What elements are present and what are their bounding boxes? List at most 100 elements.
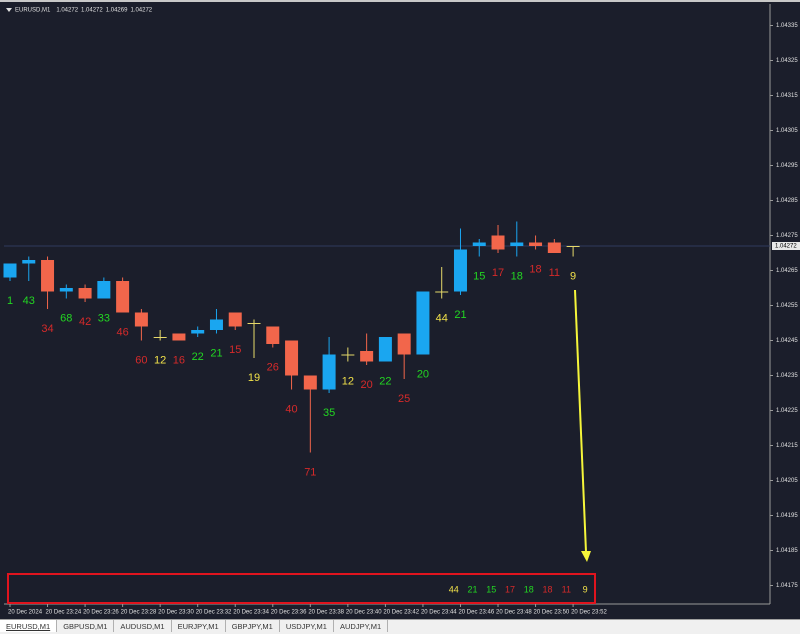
symbol-tabs: EURUSD,M1 GBPUSD,M1 AUDUSD,M1 EURJPY,M1 GBPJ…: [0, 619, 800, 634]
candle-body: [360, 351, 374, 362]
y-tick-label: 1.04295: [776, 163, 798, 169]
tick-count-label: 42: [79, 316, 91, 328]
tick-count-label: 43: [23, 295, 35, 307]
tick-count-label: 22: [192, 351, 204, 363]
y-tick-label: 1.04335: [776, 23, 798, 29]
candle-body: [472, 242, 486, 246]
y-tick-label: 1.04245: [776, 338, 798, 344]
tick-count-label: 12: [342, 375, 354, 387]
tick-count-label: 19: [248, 372, 260, 384]
x-tick-label: 20 Dec 23:44: [421, 610, 457, 616]
tick-count-label: 12: [154, 354, 166, 366]
symbol-tab[interactable]: EURJPY,M1: [172, 620, 226, 632]
x-tick-label: 20 Dec 23:40: [346, 610, 382, 616]
candle-body: [3, 263, 17, 278]
tick-count-label: 34: [41, 323, 53, 335]
tick-count-label: 20: [361, 379, 373, 391]
tick-count-label: 46: [116, 326, 128, 338]
x-tick-label: 20 Dec 2024: [8, 610, 43, 616]
symbol-tab[interactable]: EURUSD,M1: [0, 620, 58, 632]
y-tick-label: 1.04315: [776, 93, 798, 99]
y-tick-label: 1.04185: [776, 548, 798, 554]
tick-count-label: 40: [285, 403, 297, 415]
candle-body: [510, 242, 524, 246]
tick-count-label: 16: [173, 354, 185, 366]
box-count-label: 21: [467, 584, 477, 594]
x-tick-label: 20 Dec 23:26: [83, 610, 119, 616]
header-value: 1.04269: [106, 8, 128, 14]
symbol-tab[interactable]: GBPJPY,M1: [226, 620, 280, 632]
candle-body: [153, 337, 167, 338]
tick-count-label: 22: [379, 375, 391, 387]
candle-body: [191, 330, 205, 334]
box-count-label: 11: [562, 584, 571, 594]
tick-count-label: 9: [570, 270, 576, 282]
symbol-tab[interactable]: GBPUSD,M1: [57, 620, 115, 632]
tick-count-label: 18: [529, 263, 541, 275]
y-tick-label: 1.04325: [776, 58, 798, 64]
menu-arrow[interactable]: [6, 8, 12, 12]
x-tick-label: 20 Dec 23:52: [571, 610, 607, 616]
x-tick-label: 20 Dec 23:36: [271, 610, 307, 616]
x-tick-label: 20 Dec 23:30: [158, 610, 194, 616]
tick-count-label: 44: [436, 312, 448, 324]
header-value: 1.04272: [56, 8, 78, 14]
candle-body: [378, 337, 392, 362]
symbol-tab[interactable]: AUDUSD,M1: [114, 620, 172, 632]
candle-body: [547, 242, 561, 253]
candle-body: [228, 312, 242, 327]
top-border: [0, 0, 800, 2]
y-tick-label: 1.04205: [776, 478, 798, 484]
x-tick-label: 20 Dec 23:50: [534, 610, 570, 616]
box-count-label: 15: [486, 584, 496, 594]
tick-count-label: 25: [398, 393, 410, 405]
tick-count-label: 60: [135, 354, 147, 366]
x-tick-label: 20 Dec 23:46: [458, 610, 494, 616]
x-tick-label: 20 Dec 23:38: [308, 610, 344, 616]
candle-body: [322, 354, 336, 390]
tick-count-label: 15: [229, 344, 241, 356]
box-count-label: 18: [543, 584, 553, 594]
candle-body: [41, 260, 55, 292]
annotation-arrowhead: [581, 551, 591, 562]
candle-body: [397, 333, 411, 355]
chart-title: EURUSD,M1: [15, 8, 51, 14]
highlight-box: [7, 573, 596, 604]
tick-count-label: 21: [454, 309, 466, 321]
symbol-tab[interactable]: AUDJPY,M1: [334, 620, 389, 632]
candle-body: [209, 319, 223, 330]
x-tick-label: 20 Dec 23:48: [496, 610, 532, 616]
x-tick-label: 20 Dec 23:32: [196, 610, 232, 616]
tick-count-label: 18: [511, 270, 523, 282]
tick-count-label: 21: [210, 347, 222, 359]
candle-body: [453, 249, 467, 292]
box-count-label: 9: [583, 584, 588, 594]
tick-count-label: 20: [417, 368, 429, 380]
y-tick-label: 1.04305: [776, 128, 798, 134]
y-tick-label: 1.04255: [776, 303, 798, 309]
current-price-label: 1.04272: [775, 244, 797, 250]
tick-count-label: 35: [323, 407, 335, 419]
x-tick-label: 20 Dec 23:28: [121, 610, 157, 616]
y-tick-label: 1.04215: [776, 443, 798, 449]
box-count-label: 44: [449, 584, 459, 594]
tick-count-label: 71: [304, 466, 316, 478]
y-tick-label: 1.04285: [776, 198, 798, 204]
chart-background: [0, 0, 800, 619]
annotation-arrow: [574, 289, 587, 553]
candle-body: [491, 235, 505, 250]
y-tick-label: 1.04265: [776, 268, 798, 274]
candle-body: [416, 291, 430, 355]
candle-body: [303, 375, 317, 390]
tick-count-label: 33: [98, 312, 110, 324]
y-tick-label: 1.04225: [776, 408, 798, 414]
candle-body: [59, 288, 73, 292]
box-count-label: 17: [505, 584, 515, 594]
tick-count-label: 15: [473, 270, 485, 282]
y-tick-label: 1.04175: [776, 583, 798, 589]
tick-count-label: 26: [267, 361, 279, 373]
symbol-tab[interactable]: USDJPY,M1: [280, 620, 334, 632]
box-count-label: 18: [524, 584, 534, 594]
header-value: 1.04272: [81, 8, 103, 14]
